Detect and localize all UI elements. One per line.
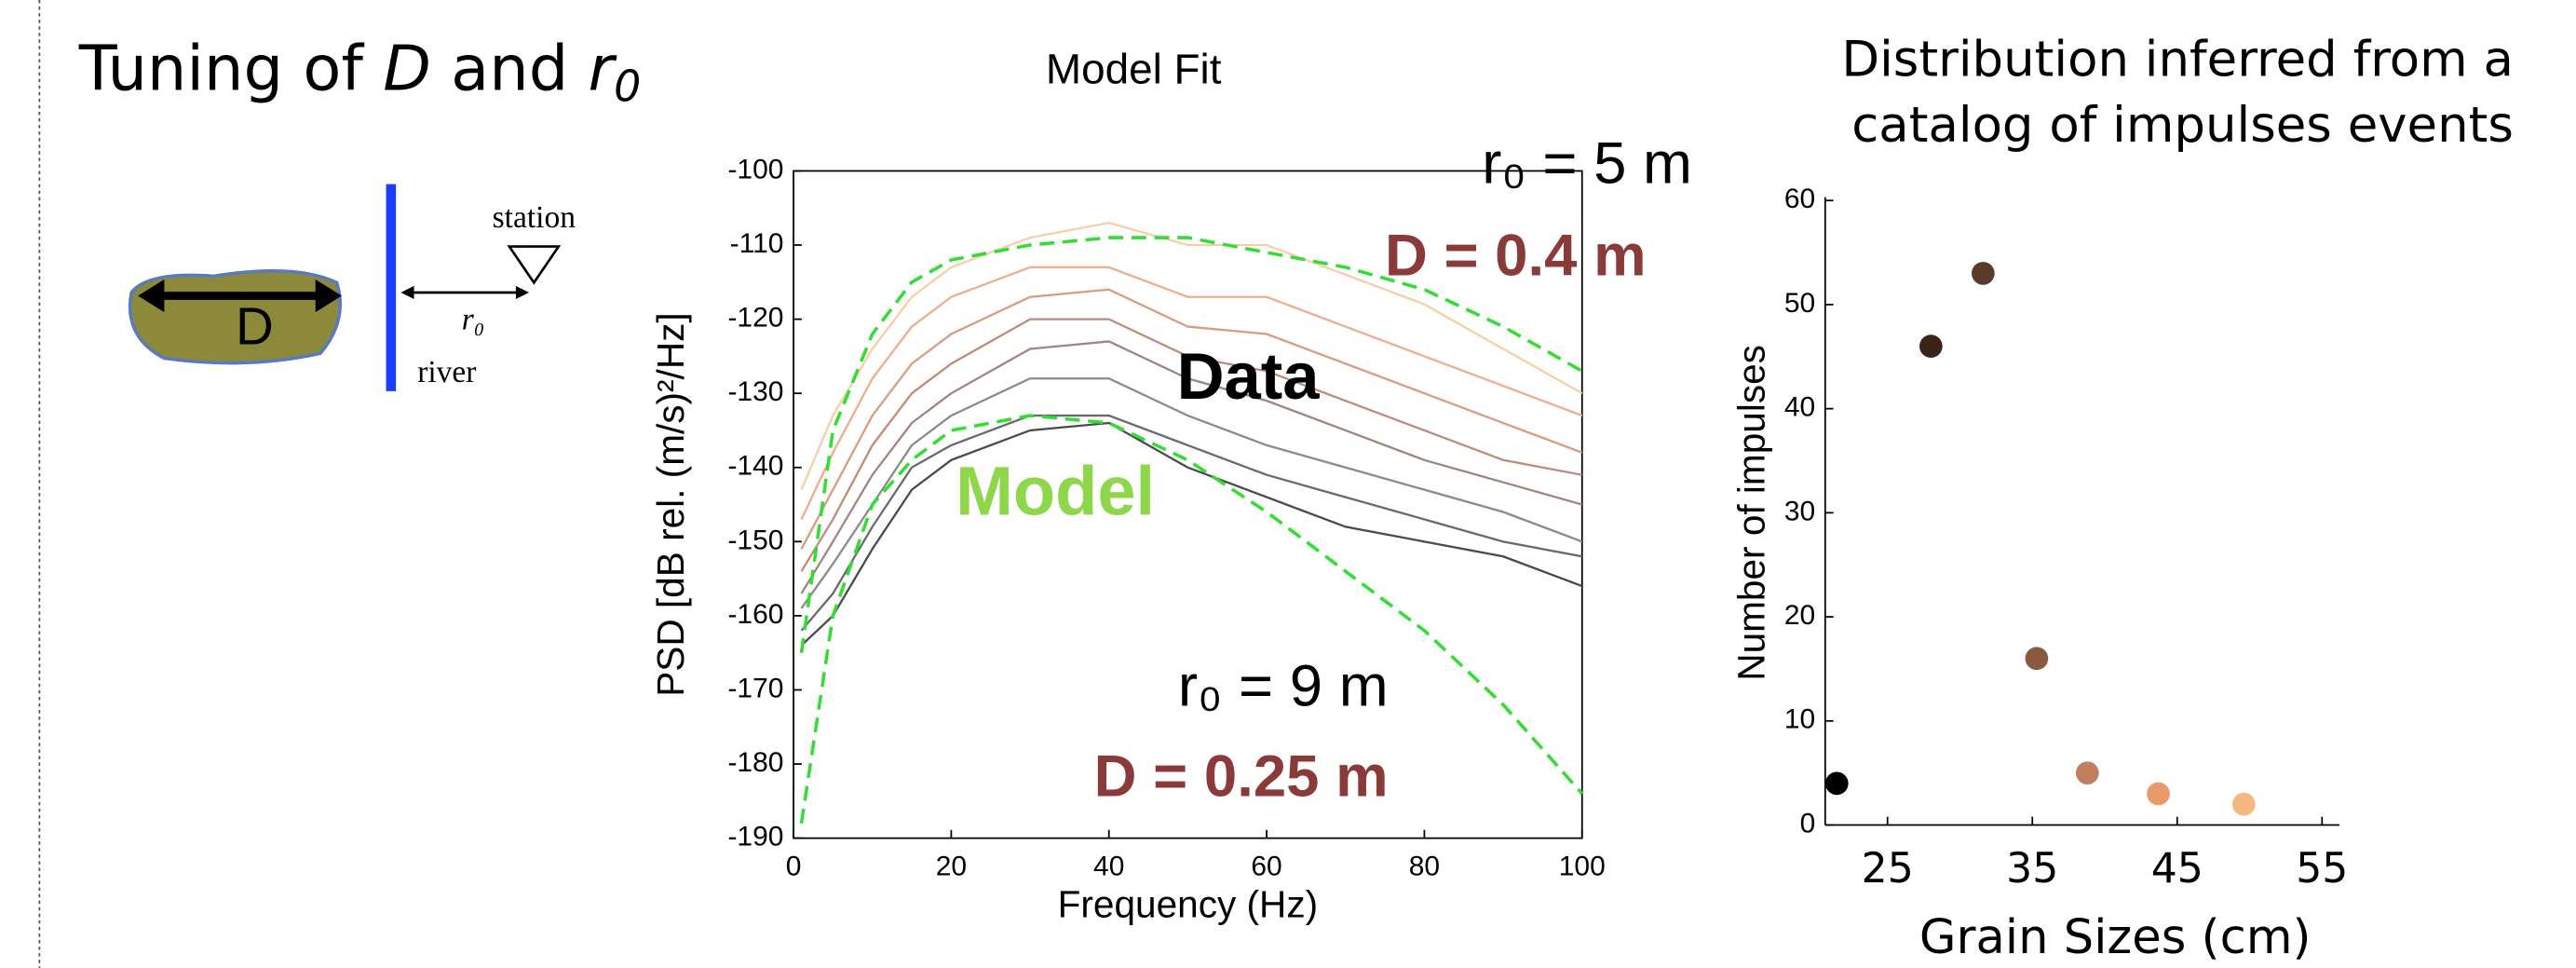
annotation: Data (1177, 339, 1321, 413)
y-tick-label: 20 (1784, 600, 1815, 631)
x-tick-label: 40 (1093, 851, 1124, 881)
station-label: station (493, 200, 576, 235)
diagram: D station river r₀ (128, 184, 576, 391)
x-tick-label: 55 (2296, 845, 2348, 893)
annotation: Model (956, 452, 1155, 529)
series-line (800, 266, 1583, 520)
annotation: D = 0.4 m (1385, 223, 1647, 288)
chart-title: catalog of impulses events (1851, 97, 2514, 154)
series-line (800, 414, 1582, 632)
river-label: river (417, 355, 476, 389)
scatter-point (2147, 782, 2170, 806)
x-tick-label: 35 (2006, 845, 2058, 893)
y-axis-label: Number of impulses (1730, 345, 1773, 681)
title-part: 0 (614, 61, 641, 111)
annotation: r₀ = 5 m (1482, 131, 1692, 197)
y-tick-label: -150 (727, 525, 783, 555)
scatter-point (2075, 761, 2099, 785)
y-tick-label: 60 (1784, 184, 1815, 214)
x-tick-label: 80 (1409, 851, 1440, 881)
scatter-point (1972, 262, 1995, 285)
scatter-point (2025, 647, 2049, 671)
chart-title: Distribution inferred from a (1841, 32, 2514, 89)
y-axis-label: PSD [dB rel. (m/s)²/Hz] (649, 312, 692, 696)
y-tick-label: 50 (1784, 288, 1815, 319)
chart-title: Model Fit (1046, 45, 1222, 93)
x-axis-label: Frequency (Hz) (1058, 882, 1319, 925)
y-tick-label: -130 (727, 376, 783, 407)
x-tick-label: 0 (786, 851, 802, 881)
series-line (799, 236, 1583, 653)
series-line (800, 288, 1583, 550)
scatter-point (1824, 771, 1849, 796)
x-axis-label: Grain Sizes (cm) (1919, 910, 2312, 965)
y-tick-label: -140 (727, 451, 783, 482)
y-tick-label: -120 (727, 303, 783, 334)
distance-label: r₀ (462, 302, 485, 336)
x-tick-label: 20 (936, 851, 967, 881)
station-icon (507, 245, 562, 285)
scatter-point (2231, 792, 2256, 816)
series-line (800, 318, 1582, 572)
size-label: D (236, 296, 274, 355)
title-part: D (383, 32, 431, 104)
series-line (800, 340, 1583, 594)
y-tick-label: -110 (730, 228, 784, 259)
y-tick-label: 10 (1784, 704, 1815, 735)
slide-title: Tuning of D and r0 (78, 32, 642, 111)
annotation: r₀ = 9 m (1178, 654, 1389, 719)
x-tick-label: 45 (2151, 845, 2203, 893)
series-line (800, 377, 1583, 609)
y-tick-label: -100 (727, 154, 783, 184)
annotation: D = 0.25 m (1094, 744, 1389, 810)
y-tick-label: -190 (727, 822, 783, 852)
scatter-point (1919, 334, 1943, 358)
x-tick-label: 60 (1251, 851, 1281, 881)
series-line (799, 414, 1584, 824)
y-tick-label: 40 (1784, 392, 1815, 423)
x-tick-label: 25 (1862, 845, 1914, 893)
title-part: r (589, 32, 618, 104)
y-tick-label: -160 (727, 599, 783, 630)
series-line (800, 221, 1583, 491)
title-part: Tuning of (78, 32, 384, 104)
title-part: and (431, 32, 589, 104)
y-tick-label: 30 (1784, 496, 1815, 526)
distance-heads (400, 285, 530, 300)
x-tick-label: 100 (1559, 851, 1606, 881)
y-tick-label: -170 (727, 673, 783, 703)
y-tick-label: -180 (727, 747, 783, 778)
y-tick-label: 0 (1800, 808, 1816, 838)
series-line (800, 421, 1583, 647)
